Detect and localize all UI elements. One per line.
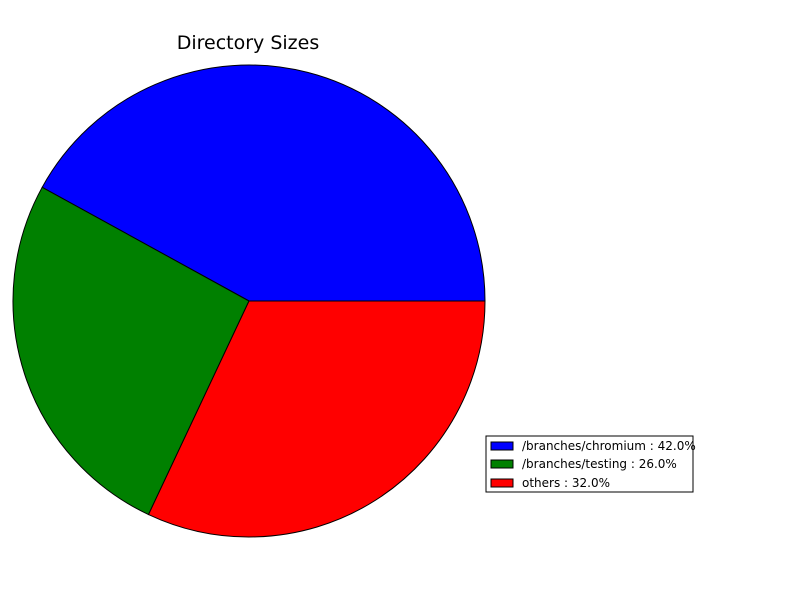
legend-label-2: others : 32.0%: [522, 476, 610, 490]
legend-swatch-1: [490, 459, 514, 469]
legend-label-0: /branches/chromium : 42.0%: [522, 439, 696, 453]
legend-label-1: /branches/testing : 26.0%: [522, 457, 677, 471]
legend: /branches/chromium : 42.0% /branches/test…: [485, 435, 696, 493]
pie-slice-1: [12, 186, 250, 516]
legend-swatch-0: [490, 441, 514, 451]
chart-title: Directory Sizes: [177, 32, 320, 54]
legend-swatch-2: [490, 478, 514, 488]
pie-slice-2: [147, 300, 486, 538]
legend-box: [485, 435, 694, 493]
pie-slices: [12, 64, 486, 538]
pie-slice-0: [41, 64, 486, 302]
